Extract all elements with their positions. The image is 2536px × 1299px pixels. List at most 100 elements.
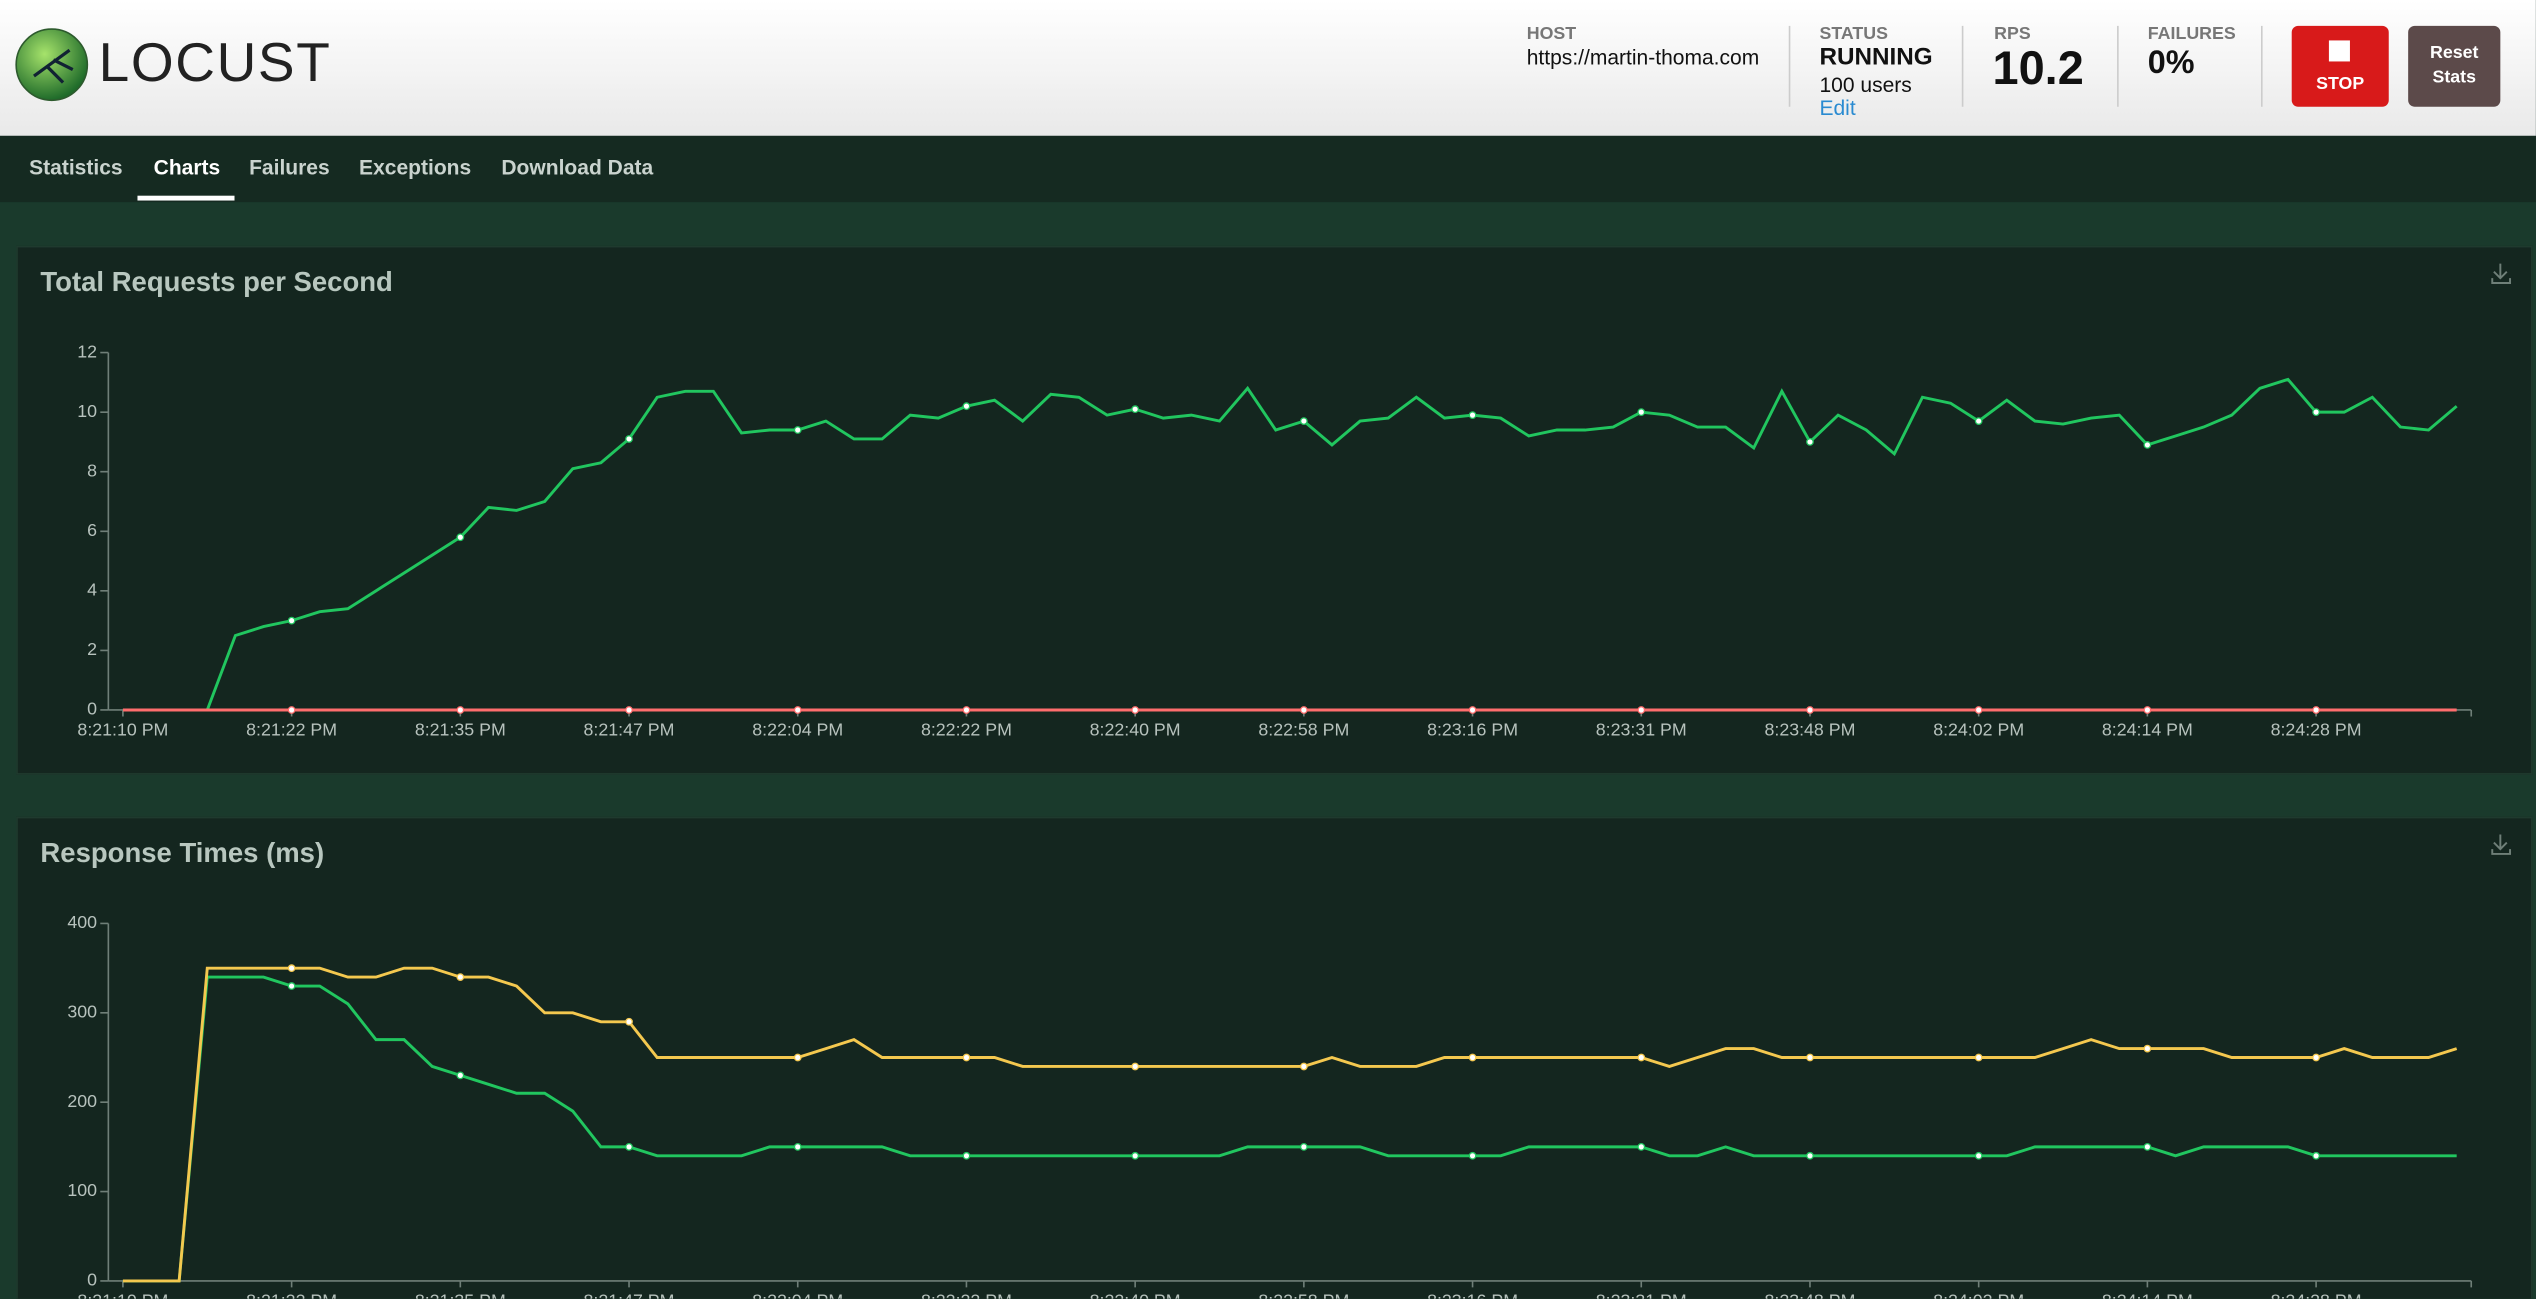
x-tick-label: 8:23:48 PM [1764,720,1855,740]
x-tick-label: 8:22:04 PM [752,720,843,740]
data-point [1131,1062,1140,1071]
data-point [2143,1142,2152,1151]
data-point [1974,706,1983,714]
data-point [1468,1151,1477,1160]
x-tick-label: 8:24:02 PM [1933,1291,2024,1299]
x-tick-label: 8:21:35 PM [415,1291,506,1299]
data-point [625,1142,633,1151]
separator [2260,25,2263,107]
separator [1961,25,1964,107]
data-point [2143,441,2152,449]
data-point [1974,1151,1983,1160]
data-point [1299,1142,1308,1151]
tab[interactable]: Exceptions [359,155,472,180]
data-point [793,426,802,434]
data-point [793,1053,802,1062]
host: https://martin-thoma.com [1526,45,1760,70]
data-point [962,706,971,714]
data-point [1299,706,1308,714]
series-line [122,966,2458,1283]
data-point [1468,1053,1477,1062]
x-tick-label: 8:23:48 PM [1764,1291,1855,1299]
data-point [456,706,465,714]
x-tick-label: 8:23:31 PM [1596,1291,1687,1299]
data-point [1299,417,1308,425]
x-tick-label: 8:22:22 PM [921,1291,1012,1299]
data-point [1299,1062,1308,1071]
download-icon[interactable] [2491,834,2512,855]
data-point [287,964,296,973]
data-point [625,706,633,714]
logo-text: LOCUST [98,32,332,94]
y-tick-label: 8 [87,460,97,480]
chart: 0 100 200 300 400 8:21:10 PM 8:21:22 PM 8:21:35… [67,834,2512,1299]
x-tick-label: 8:24:14 PM [2102,1291,2193,1299]
reset-button[interactable]: Reset Stats [2408,25,2501,107]
nav-bar: Statistics Charts Failures Exceptions Downlo… [0,135,2536,203]
data-point [625,1017,633,1026]
x-tick-label: 8:22:58 PM [1258,720,1349,740]
y-tick-label: 400 [67,912,97,932]
data-point [962,1053,971,1062]
x-tick-label: 8:24:02 PM [1933,720,2024,740]
x-tick-label: 8:22:40 PM [1090,1291,1181,1299]
status-label: STATUS [1819,24,1888,44]
separator [2117,25,2119,107]
x-tick-label: 8:21:22 PM [246,1291,337,1299]
chart-title: Response Times (ms) [40,837,325,869]
y-tick-label: 300 [67,1002,97,1022]
data-point [456,1071,465,1080]
tab[interactable]: Charts [153,155,221,180]
x-tick-label: 8:21:10 PM [77,1291,168,1299]
data-point [2312,408,2320,417]
y-tick-label: 2 [87,639,97,659]
data-point [1974,417,1983,425]
data-point [287,616,296,625]
rps: 10.2 [1992,43,2084,96]
data-point [1468,411,1477,420]
x-tick-label: 8:21:47 PM [584,1291,675,1299]
data-point [793,1142,802,1151]
x-tick-label: 8:23:31 PM [1596,720,1687,740]
logo-icon [15,28,89,102]
stop-label: STOP [2316,74,2365,94]
data-point [1637,1142,1646,1151]
download-icon[interactable] [2491,263,2512,284]
failures-label: FAILURES [2147,24,2236,44]
x-tick-label: 8:22:40 PM [1090,720,1181,740]
data-point [962,402,971,411]
data-point [1637,1053,1646,1062]
series-line [122,975,2457,1283]
tab[interactable]: Statistics [29,155,123,180]
stop-button[interactable]: STOP [2291,25,2389,107]
x-tick-label: 8:24:28 PM [2271,720,2362,740]
x-tick-label: 8:22:22 PM [921,720,1012,740]
x-tick-label: 8:23:16 PM [1427,1291,1518,1299]
data-point [2312,1053,2320,1062]
tab[interactable]: Download Data [501,155,654,180]
data-point [1131,405,1140,414]
chart-panel: Response Times (ms) 0 100 200 300 400 8:21:10… [16,816,2533,1299]
x-tick-label: 8:23:16 PM [1427,720,1518,740]
data-point [962,1151,971,1160]
y-tick-label: 200 [67,1091,97,1111]
data-point [1806,706,1814,714]
series-line [122,377,2458,712]
data-point [1131,1151,1140,1160]
rps-label: RPS [1994,24,2031,44]
x-tick-label: 8:21:35 PM [415,720,506,740]
data-point [1806,438,1814,446]
edit-link[interactable]: Edit [1819,95,1856,120]
data-point [1806,1053,1814,1062]
data-point [1637,408,1646,417]
x-tick-label: 8:24:28 PM [2271,1291,2362,1299]
reset-label: Reset Stats [2430,43,2479,88]
tab-underline [137,195,235,201]
data-point [456,973,465,981]
tab[interactable]: Failures [249,155,330,180]
stop-icon [2328,40,2350,62]
data-point [1468,706,1477,714]
x-tick-label: 8:21:47 PM [584,720,675,740]
